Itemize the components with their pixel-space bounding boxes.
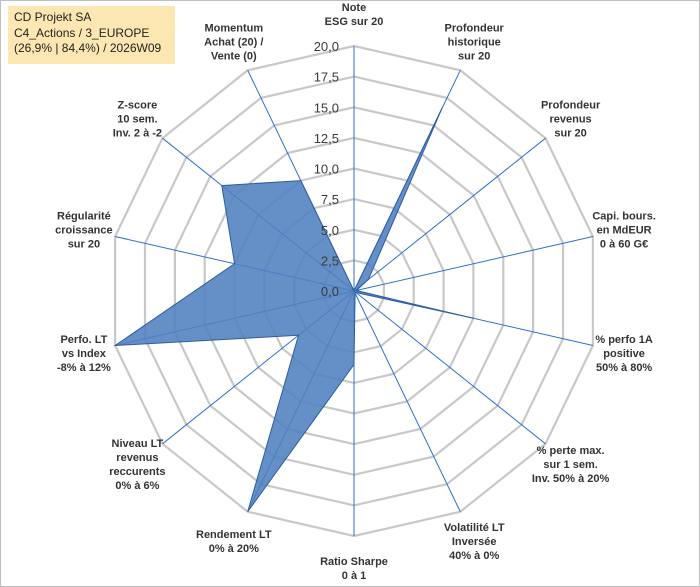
- axis-label-rendement_lt: Rendement LT 0% à 20%: [196, 529, 272, 555]
- tick-label: 20,0: [314, 39, 339, 54]
- axis-label-momentum: Momentum Achat (20) / Vente (0): [204, 23, 263, 63]
- axis-label-perte_max: % perte max. sur 1 sem. Inv. 50% à 20%: [532, 445, 610, 485]
- axis-label-note_esg: Note ESG sur 20: [325, 2, 384, 28]
- axis-label-perfo_1a_positive: % perfo 1A positive 50% à 80%: [595, 334, 653, 374]
- tick-label: 17,5: [314, 70, 339, 85]
- axis-spoke-perte_max: [353, 290, 546, 445]
- data-point-volatilite_lt: [354, 292, 357, 295]
- tick-label: 5,0: [321, 223, 339, 238]
- axis-label-profondeur_revenus: Profondeur revenus sur 20: [541, 100, 601, 140]
- series-layer: [113, 106, 475, 513]
- data-point-rendement_lt: [246, 510, 249, 513]
- tick-label: 7,5: [321, 192, 339, 207]
- axis-spoke-volatilite_lt: [353, 290, 461, 512]
- tick-label: 15,0: [314, 100, 339, 115]
- data-point-regularite_croissance: [233, 262, 236, 265]
- data-point-profondeur_revenus: [367, 278, 370, 281]
- tick-label: 12,5: [314, 131, 339, 146]
- category-path: C4_Actions / 3_EUROPE: [14, 25, 150, 40]
- axis-label-ratio_sharpe: Ratio Sharpe 0 à 1: [320, 556, 388, 582]
- axis-label-capi_bours: Capi. bours. en MdEUR 0 à 60 G€: [592, 211, 656, 251]
- axis-label-z_score: Z-score 10 sem. Inv. 2 à -2: [113, 100, 162, 140]
- data-point-perfo_1a_positive: [472, 317, 475, 320]
- axis-label-regularite_croissance: Régularité croissance sur 20: [55, 211, 112, 251]
- data-point-ratio_sharpe: [353, 363, 356, 366]
- data-point-perfo_lt_vs_index: [114, 344, 117, 347]
- data-point-niveau_lt_revenus: [297, 334, 300, 337]
- tick-label: 10,0: [314, 162, 339, 177]
- axis-label-volatilite_lt: Volatilité LT Inversée 40% à 0%: [444, 522, 505, 562]
- series-area: [113, 107, 474, 512]
- axis-label-perfo_lt_vs_index: Perfo. LT vs Index -8% à 12%: [57, 334, 111, 374]
- axis-spoke-profondeur_revenus: [353, 137, 546, 292]
- data-point-z_score: [220, 184, 223, 187]
- axis-label-profondeur_historique: Profondeur historique sur 20: [445, 23, 505, 63]
- tick-label: 0,0: [321, 284, 339, 299]
- company-name: CD Projekt SA: [14, 10, 92, 24]
- data-point-momentum: [299, 179, 302, 182]
- data-point-profondeur_historique: [441, 106, 444, 109]
- tick-label-layer: 0,0 2,5 5,0 7,5 10,0 12,5 15,0 17,5 20,0: [314, 39, 339, 299]
- axis-spoke-capi_bours: [353, 236, 594, 292]
- score-summary: (26,9% | 84,4%) / 2026W09: [14, 41, 162, 55]
- tick-label: 2,5: [321, 253, 339, 268]
- axis-label-layer: Note ESG sur 20 Profondeur historique sur 20…: [55, 2, 656, 582]
- chart-title-box: CD Projekt SA C4_Actions / 3_EUROPE (26,…: [8, 6, 175, 64]
- axis-label-niveau_lt_revenus: Niveau LT revenus reccurents 0% à 6%: [109, 438, 165, 492]
